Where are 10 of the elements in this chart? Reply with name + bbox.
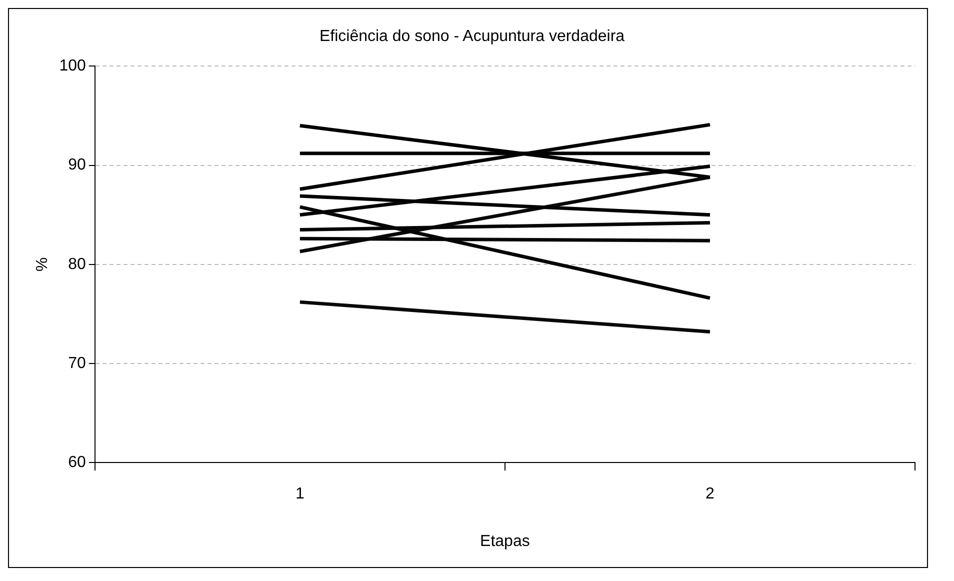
y-tick-label: 70: [68, 354, 86, 372]
y-tick-label: 60: [68, 454, 86, 472]
chart-title: Eficiência do sono - Acupuntura verdadeira: [319, 28, 625, 46]
x-tick-label: 1: [295, 486, 304, 503]
y-tick-label: 90: [68, 156, 86, 174]
y-tick-label: 80: [68, 256, 86, 273]
y-tick-label: 100: [59, 58, 86, 75]
x-tick-label: 2: [706, 486, 715, 503]
x-axis-title: Etapas: [480, 532, 530, 550]
y-axis-title: %: [34, 257, 52, 272]
